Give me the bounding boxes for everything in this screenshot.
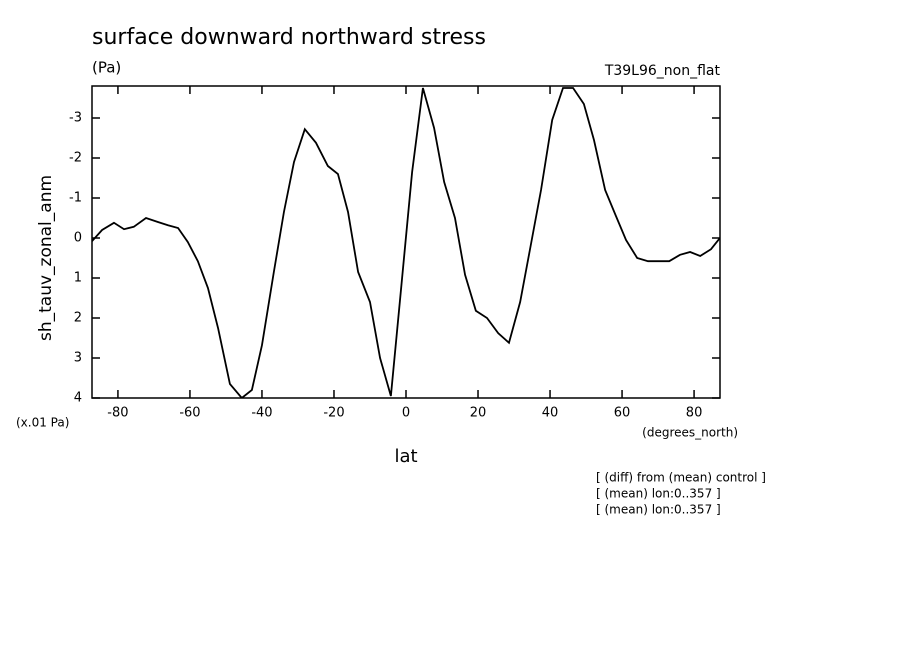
x-tick-label: 80 [686,406,703,421]
chart-subtitle: (Pa) [92,59,121,77]
y-axis-label: sh_tauv_zonal_anm [36,175,56,341]
y-tick-label: 0 [74,231,82,246]
x-tick-label: 60 [614,406,631,421]
note: [ (mean) lon:0..357 ] [596,487,721,501]
y-tick-label: 1 [74,271,82,286]
y-tick-label: -3 [69,111,82,126]
y-tick-label: 3 [74,351,82,366]
chart-title: surface downward northward stress [92,25,486,50]
note: [ (mean) lon:0..357 ] [596,503,721,517]
x-tick-label: 40 [542,406,559,421]
y-tick-label: -1 [69,191,82,206]
x-tick-label: -80 [107,406,128,421]
note: [ (diff) from (mean) control ] [596,471,766,485]
x-tick-label: 0 [402,406,410,421]
x-unit: (degrees_north) [642,426,738,440]
annotation: T39L96_non_flat [604,63,721,79]
x-tick-label: 20 [470,406,487,421]
x-axis-label: lat [394,446,417,467]
data-line [92,87,720,398]
y-tick-label: 4 [74,391,82,406]
x-tick-label: -60 [179,406,200,421]
y-unit: (x.01 Pa) [16,416,69,430]
x-tick-label: -20 [323,406,344,421]
y-tick-label: -2 [69,151,82,166]
x-tick-label: -40 [251,406,272,421]
y-tick-label: 2 [74,311,82,326]
